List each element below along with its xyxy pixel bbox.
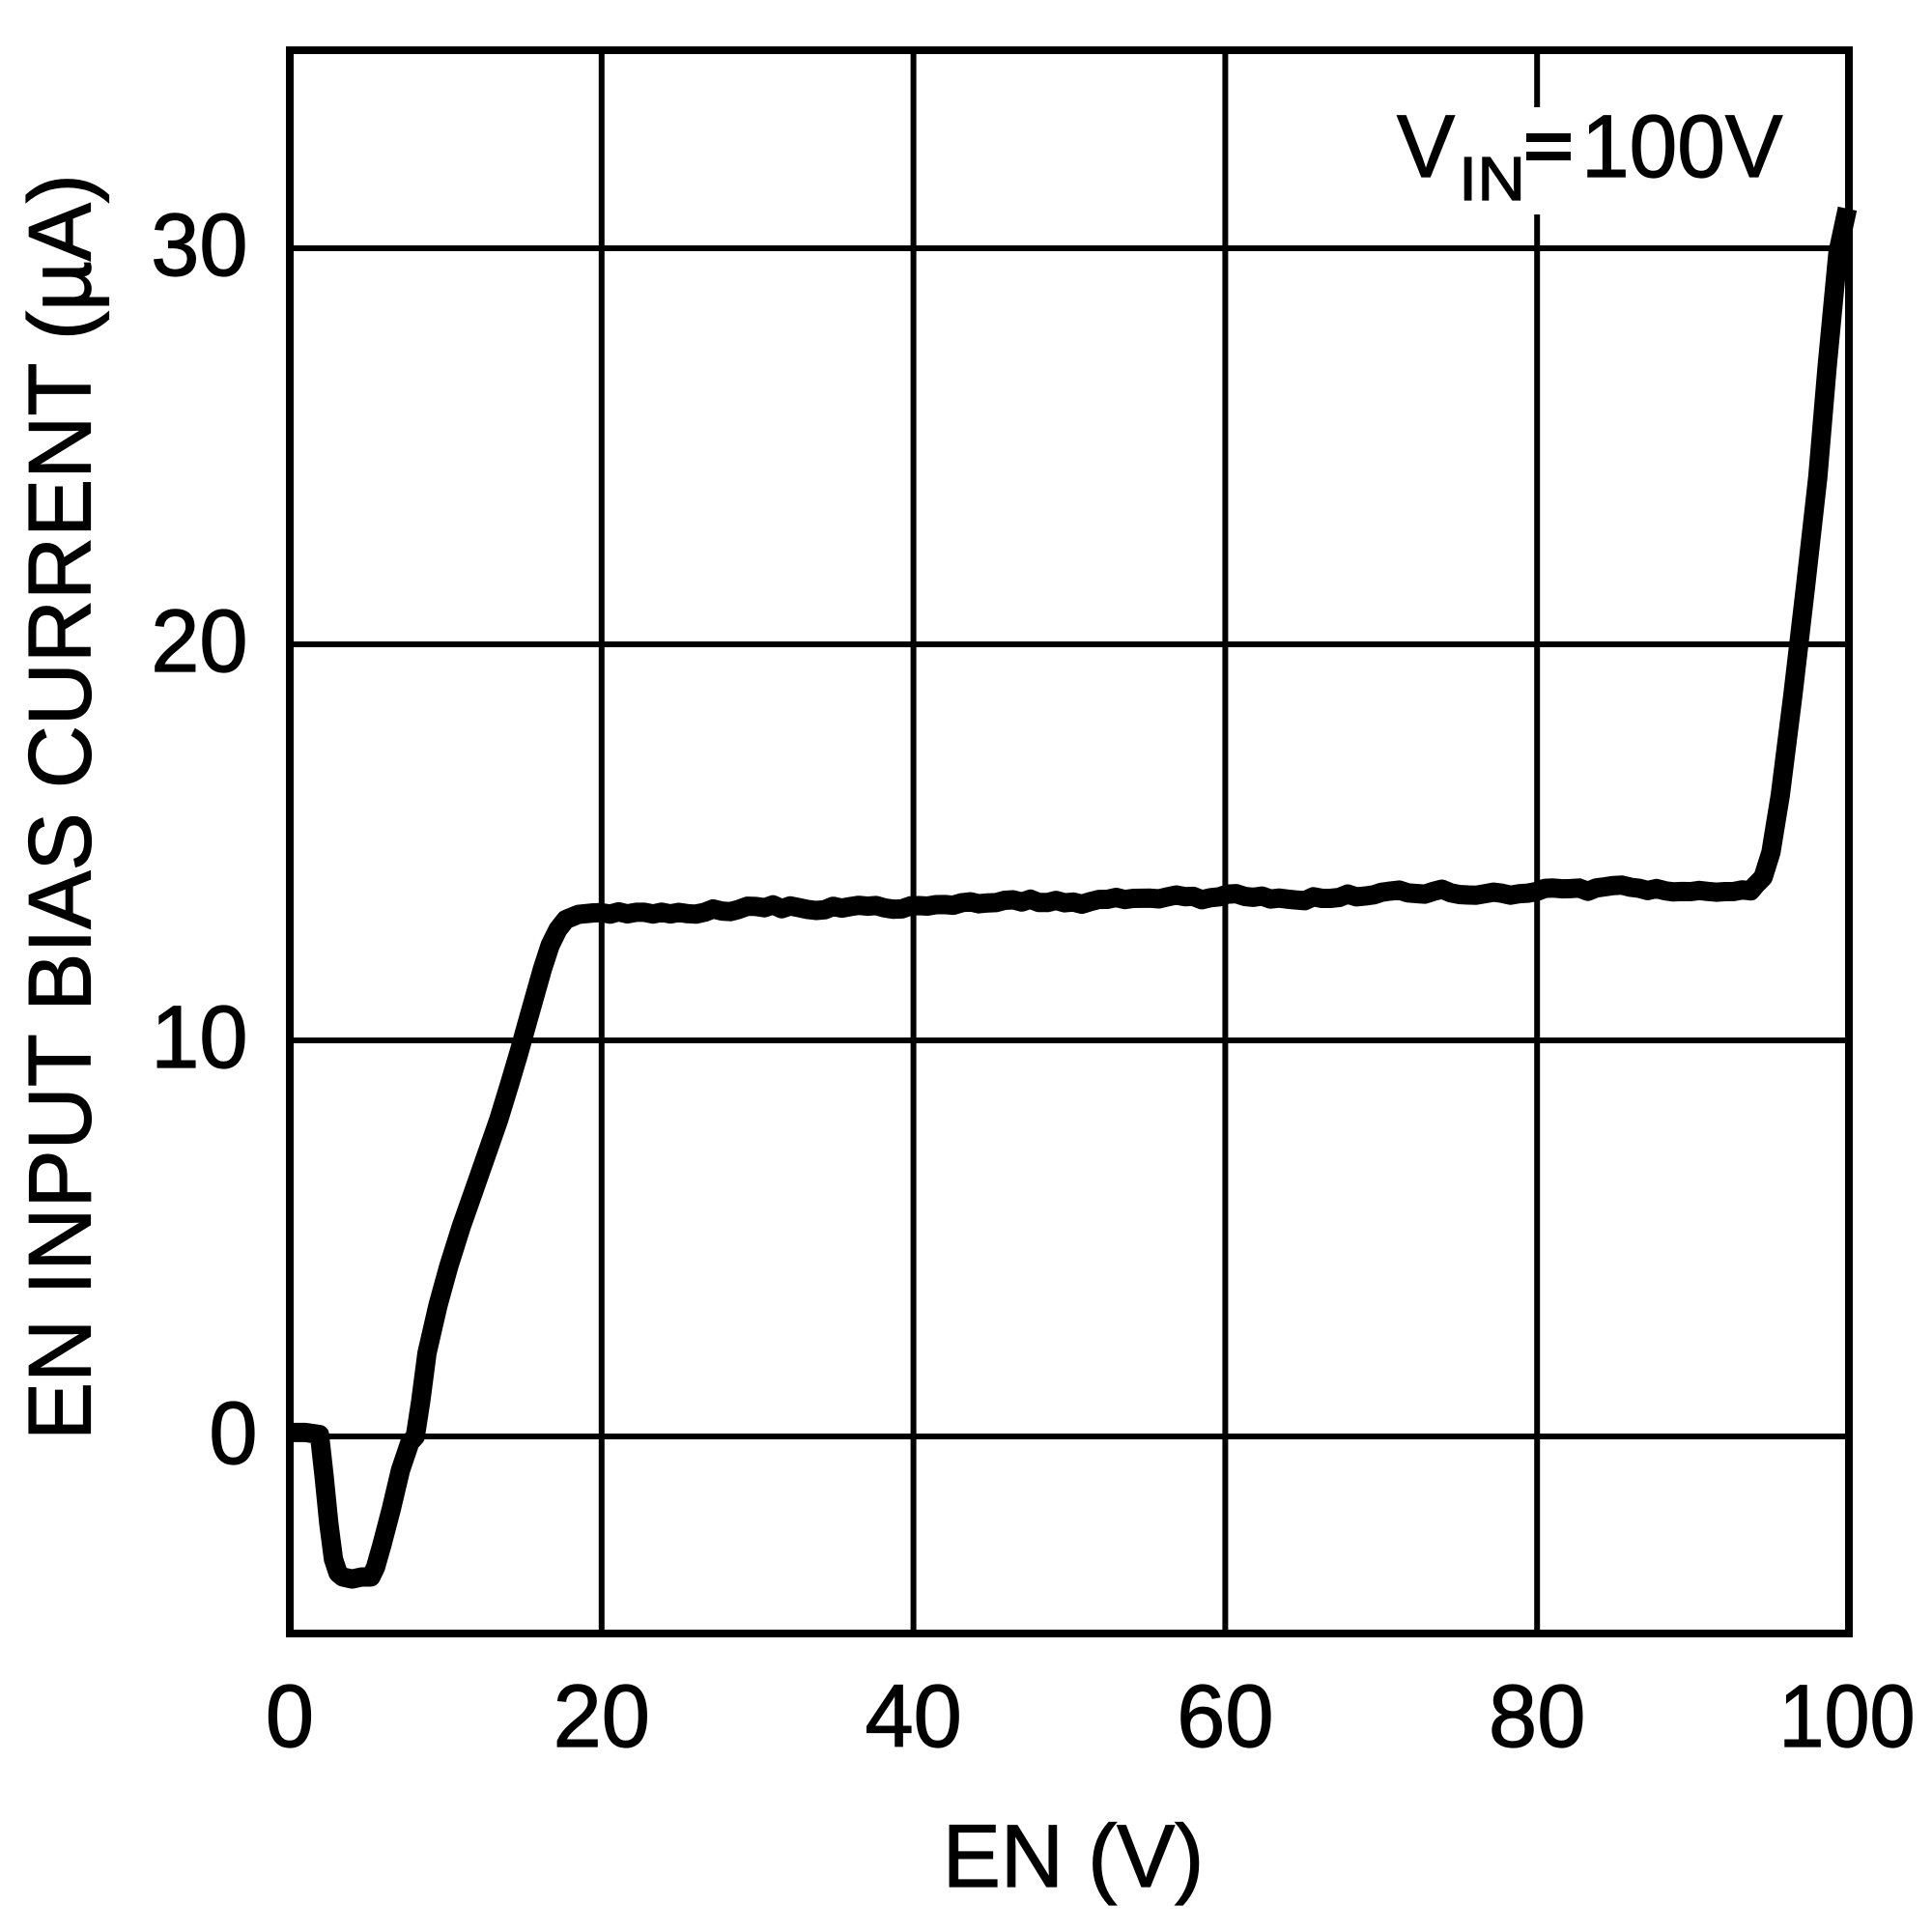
svg-text:40: 40 [865,1667,961,1766]
svg-text:20: 20 [151,592,247,691]
svg-text:EN (V): EN (V) [943,1807,1204,1906]
svg-text:30: 30 [151,196,247,295]
svg-text:V: V [1397,98,1455,196]
svg-text:0: 0 [209,1384,257,1483]
svg-text:100V: 100V [1581,98,1783,197]
svg-text:0: 0 [266,1667,314,1766]
svg-text:EN INPUT BIAS CURRENT (µA): EN INPUT BIAS CURRENT (µA) [12,174,110,1440]
svg-text:IN: IN [1459,145,1525,213]
svg-text:100: 100 [1778,1666,1915,1766]
svg-text:10: 10 [151,988,247,1087]
svg-text:60: 60 [1177,1667,1273,1766]
svg-text:80: 80 [1489,1667,1585,1766]
svg-text:20: 20 [554,1667,650,1766]
